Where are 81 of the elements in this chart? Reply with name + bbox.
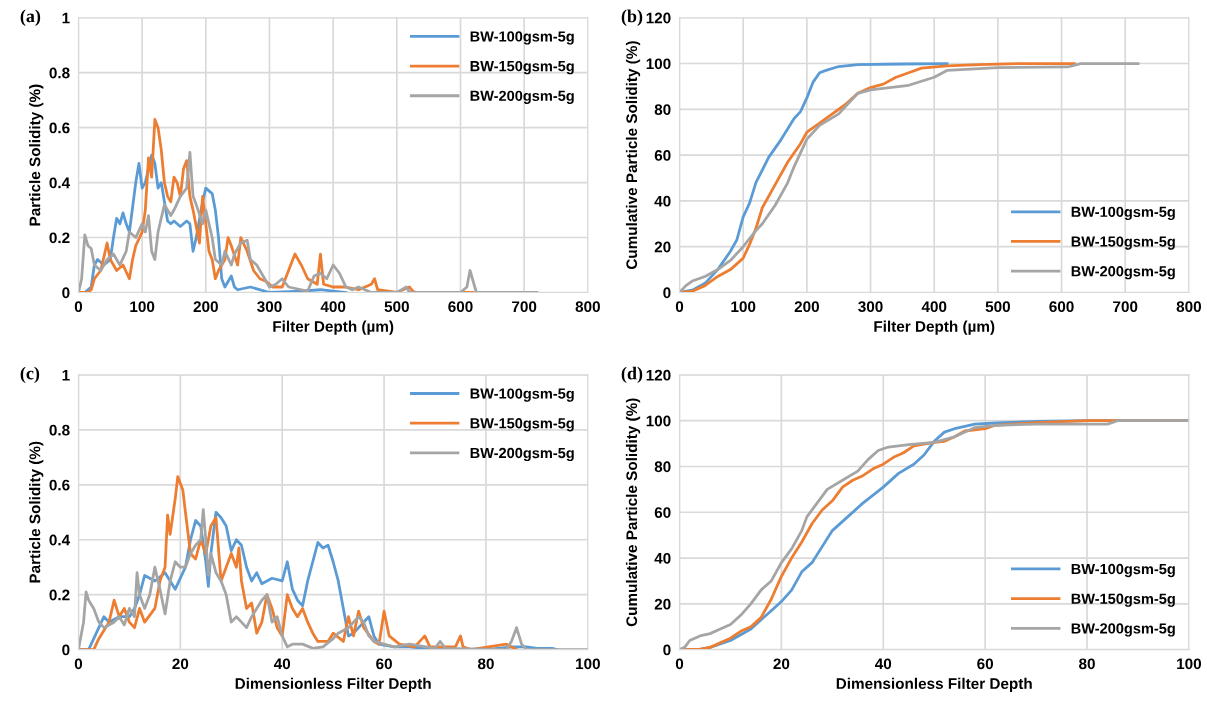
x-tick-label: 700: [1113, 301, 1138, 313]
y-tick-label: 0: [663, 287, 671, 299]
y-tick-label: 0.8: [49, 424, 70, 436]
x-tick-label: 100: [576, 658, 600, 670]
x-tick-label: 20: [773, 658, 790, 670]
y-tick-label: 80: [654, 461, 671, 473]
y-tick-label: 120: [646, 369, 671, 381]
x-tick-label: 300: [257, 301, 282, 313]
y-tick-label: 20: [654, 241, 671, 253]
x-axis-title: Filter Depth (µm): [874, 320, 995, 335]
legend-label: BW-150gsm-5g: [470, 418, 574, 432]
x-tick-label: 300: [858, 301, 883, 313]
y-tick-label: 0.2: [49, 232, 70, 244]
x-tick-label: 800: [575, 301, 600, 313]
x-tick-label: 100: [130, 301, 155, 313]
x-tick-label: 200: [794, 301, 819, 313]
x-tick-label: 100: [1177, 658, 1202, 670]
legend-label: BW-200gsm-5g: [470, 447, 574, 462]
legend-label: BW-100gsm-5g: [470, 388, 574, 402]
y-tick-label: 0: [62, 644, 70, 656]
x-tick-label: 60: [376, 658, 392, 670]
legend-label: BW-150gsm-5g: [1071, 236, 1175, 250]
y-tick-label: 40: [654, 195, 671, 207]
x-tick-label: 0: [675, 301, 684, 313]
x-tick-label: 700: [512, 301, 537, 313]
x-tick-label: 100: [731, 301, 756, 313]
y-tick-label: 0.6: [49, 122, 70, 134]
y-tick-label: 80: [654, 104, 671, 116]
y-axis-title: Particle Solidity (%): [29, 84, 44, 226]
x-axis-title: Dimensionless Filter Depth: [235, 677, 431, 693]
legend-label: BW-200gsm-5g: [470, 90, 574, 104]
chart-title: (a): [20, 9, 41, 26]
legend-label: BW-150gsm-5g: [1071, 593, 1175, 607]
x-tick-label: 600: [448, 301, 473, 313]
x-tick-label: 40: [273, 658, 291, 670]
x-tick-label: 500: [384, 301, 409, 313]
legend-label: BW-100gsm-5g: [1071, 206, 1175, 220]
y-tick-label: 0.4: [49, 534, 71, 546]
x-tick-label: 800: [1176, 301, 1202, 313]
legend-label: BW-200gsm-5g: [1071, 266, 1175, 280]
y-tick-label: 20: [654, 598, 671, 610]
legend-label: BW-100gsm-5g: [470, 31, 574, 45]
y-tick-label: 0.2: [49, 589, 70, 601]
x-tick-label: 0: [74, 658, 83, 670]
y-tick-label: 0.6: [49, 479, 70, 491]
legend-label: BW-200gsm-5g: [1071, 623, 1175, 637]
x-tick-label: 200: [193, 301, 218, 313]
y-axis-title: Cumulative Particle Solidity (%): [625, 398, 641, 627]
line-series: [78, 150, 539, 293]
y-tick-label: 0: [663, 644, 671, 656]
legend-label: BW-150gsm-5g: [470, 60, 574, 75]
legend-label: BW-100gsm-5g: [1071, 563, 1175, 578]
y-tick-label: 0.4: [49, 177, 71, 189]
y-axis-title: Cumulative Particle Solidity (%): [625, 41, 641, 270]
chart-title: (c): [20, 366, 40, 384]
y-tick-label: 60: [654, 507, 671, 518]
x-tick-label: 400: [320, 301, 346, 313]
x-axis-title: Dimensionless Filter Depth: [836, 677, 1032, 693]
x-tick-label: 0: [74, 301, 83, 313]
y-tick-label: 1: [62, 369, 70, 381]
x-tick-label: 0: [675, 658, 684, 670]
y-tick-label: 120: [646, 12, 671, 24]
y-tick-label: 0.8: [49, 67, 70, 79]
y-axis-title: Particle Solidity (%): [29, 441, 44, 583]
y-tick-label: 60: [654, 149, 671, 161]
y-tick-label: 100: [646, 58, 671, 70]
x-tick-label: 600: [1049, 301, 1074, 313]
y-tick-label: 40: [654, 552, 671, 564]
x-tick-label: 40: [875, 658, 892, 670]
chart-title: (d): [621, 366, 643, 384]
y-tick-label: 100: [646, 415, 671, 427]
chart-title: (b): [621, 9, 643, 26]
y-tick-label: 1: [62, 12, 70, 24]
x-tick-label: 20: [172, 658, 189, 670]
x-axis-title: Filter Depth (µm): [273, 320, 394, 335]
x-tick-label: 80: [1079, 658, 1095, 670]
x-tick-label: 80: [477, 658, 494, 670]
x-tick-label: 500: [985, 301, 1010, 313]
y-tick-label: 0: [62, 287, 70, 299]
x-tick-label: 60: [977, 658, 994, 670]
x-tick-label: 400: [921, 301, 947, 313]
